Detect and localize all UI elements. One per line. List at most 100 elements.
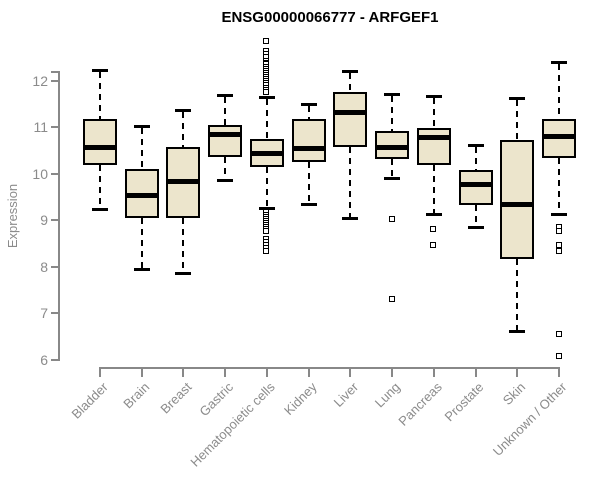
upper-whisker: [391, 96, 394, 131]
lower-whisker-cap: [217, 178, 234, 182]
y-tick-label: 12: [32, 72, 48, 89]
lower-whisker-cap: [133, 268, 150, 272]
box-iqr: [375, 130, 410, 159]
median-line: [500, 202, 535, 208]
lower-whisker-cap: [300, 203, 317, 207]
upper-whisker-cap: [467, 143, 484, 147]
upper-whisker-cap: [425, 95, 442, 99]
upper-whisker-cap: [509, 97, 526, 101]
median-line: [333, 109, 368, 115]
lower-whisker: [432, 164, 435, 213]
upper-whisker: [224, 96, 227, 126]
x-tick-label: Liver: [330, 379, 362, 410]
y-tick-mark: [51, 265, 59, 268]
y-tick-mark: [51, 172, 59, 175]
chart-title: ENSG00000066777 - ARFGEF1: [221, 9, 439, 26]
outlier-point: [555, 248, 562, 255]
lower-whisker: [474, 204, 477, 227]
x-tick-label: Gastric: [196, 379, 237, 420]
upper-whisker-cap: [342, 69, 359, 73]
upper-whisker-cap: [551, 60, 568, 64]
y-tick-label: 8: [40, 258, 48, 275]
lower-whisker: [349, 146, 352, 218]
x-tick-label: Pancreas: [395, 379, 445, 429]
outlier-point: [263, 88, 270, 95]
upper-whisker-cap: [92, 69, 108, 73]
x-tick-mark: [432, 368, 435, 377]
lower-whisker: [558, 158, 561, 214]
median-line: [208, 132, 243, 138]
median-line: [291, 145, 326, 151]
x-tick-mark: [349, 368, 352, 377]
box-iqr: [458, 170, 493, 205]
box-iqr: [333, 92, 368, 147]
y-tick-mark: [51, 359, 59, 361]
box-iqr: [208, 125, 243, 157]
x-tick-mark: [516, 368, 519, 377]
y-axis-end-cap: [51, 71, 59, 73]
y-tick-mark: [51, 126, 59, 129]
y-tick-label: 10: [32, 165, 48, 182]
x-tick-mark: [558, 368, 561, 377]
upper-whisker-cap: [384, 93, 401, 97]
outlier-point: [555, 228, 562, 235]
lower-whisker-cap: [92, 207, 108, 211]
upper-whisker: [558, 63, 561, 120]
box-iqr: [500, 139, 535, 259]
median-line: [375, 145, 410, 151]
median-line: [83, 144, 117, 150]
median-line: [542, 134, 577, 140]
upper-whisker: [182, 112, 185, 147]
y-tick-label: 11: [33, 119, 48, 136]
y-tick-mark: [51, 312, 59, 315]
upper-whisker: [140, 128, 143, 170]
outlier-point: [263, 37, 270, 44]
box-iqr: [83, 119, 117, 166]
y-tick-label: 7: [40, 305, 48, 322]
x-tick-label: Prostate: [441, 379, 487, 425]
outlier-point: [555, 241, 562, 248]
x-axis-line: [99, 367, 560, 369]
outlier-point: [430, 242, 437, 249]
median-line: [416, 134, 451, 140]
outlier-point: [263, 247, 270, 254]
lower-whisker-cap: [175, 272, 192, 276]
outlier-point: [388, 296, 395, 303]
y-tick-label: 6: [40, 352, 48, 368]
lower-whisker-cap: [425, 212, 442, 216]
upper-whisker: [99, 72, 101, 120]
upper-whisker: [307, 105, 310, 120]
lower-whisker: [391, 158, 394, 178]
x-tick-label: Brain: [120, 379, 153, 412]
lower-whisker-cap: [384, 177, 401, 181]
box-iqr: [291, 119, 326, 163]
x-tick-mark: [182, 368, 185, 377]
x-tick-mark: [307, 368, 310, 377]
outlier-point: [555, 330, 562, 337]
y-tick-mark: [51, 219, 59, 222]
x-tick-mark: [224, 368, 227, 377]
y-tick-label: 9: [40, 212, 48, 229]
upper-whisker-cap: [300, 102, 317, 106]
lower-whisker: [140, 218, 143, 269]
y-axis-line: [58, 71, 60, 361]
x-tick-mark: [474, 368, 477, 377]
lower-whisker: [265, 166, 268, 208]
box-iqr: [416, 128, 451, 165]
lower-whisker: [307, 162, 310, 204]
lower-whisker-cap: [551, 213, 568, 217]
upper-whisker: [265, 98, 268, 139]
x-tick-label: Kidney: [280, 379, 320, 419]
x-tick-label: Skin: [499, 379, 529, 408]
median-line: [249, 150, 284, 156]
upper-whisker-cap: [175, 109, 192, 113]
upper-whisker-cap: [133, 125, 150, 129]
x-tick-label: Breast: [157, 379, 195, 417]
lower-whisker: [182, 217, 185, 273]
lower-whisker: [224, 156, 227, 179]
median-line: [124, 193, 159, 199]
x-tick-mark: [140, 368, 143, 377]
outlier-point: [263, 228, 270, 235]
x-tick-mark: [265, 368, 268, 377]
